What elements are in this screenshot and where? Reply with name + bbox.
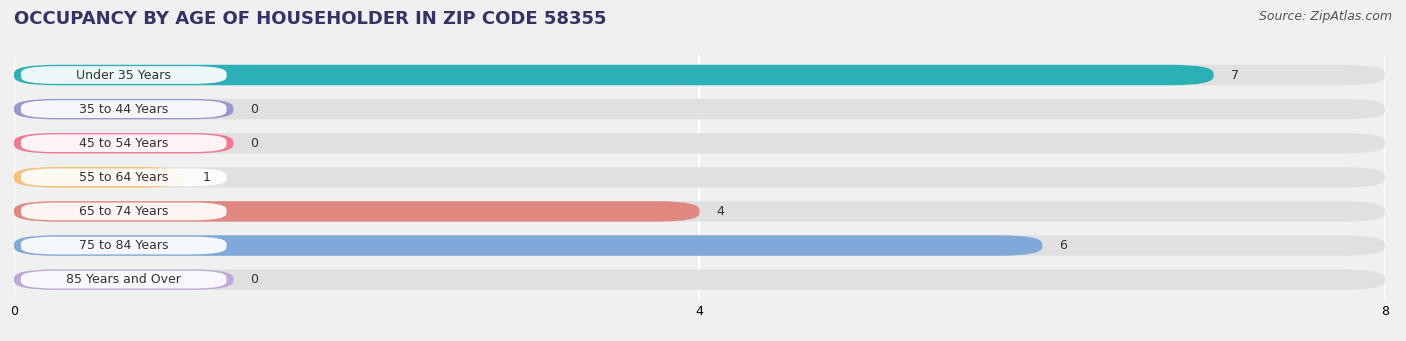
FancyBboxPatch shape (14, 65, 1385, 85)
Text: 45 to 54 Years: 45 to 54 Years (79, 137, 169, 150)
FancyBboxPatch shape (14, 269, 1385, 290)
Text: 6: 6 (1059, 239, 1067, 252)
FancyBboxPatch shape (21, 237, 226, 254)
FancyBboxPatch shape (21, 203, 226, 220)
FancyBboxPatch shape (14, 99, 1385, 119)
FancyBboxPatch shape (14, 167, 1385, 188)
Text: Source: ZipAtlas.com: Source: ZipAtlas.com (1258, 10, 1392, 23)
FancyBboxPatch shape (21, 100, 226, 118)
Text: 0: 0 (250, 273, 259, 286)
FancyBboxPatch shape (21, 134, 226, 152)
FancyBboxPatch shape (14, 201, 700, 222)
Text: 85 Years and Over: 85 Years and Over (66, 273, 181, 286)
FancyBboxPatch shape (14, 133, 1385, 153)
FancyBboxPatch shape (14, 201, 1385, 222)
FancyBboxPatch shape (21, 168, 226, 186)
FancyBboxPatch shape (14, 269, 233, 290)
Text: 65 to 74 Years: 65 to 74 Years (79, 205, 169, 218)
FancyBboxPatch shape (14, 99, 233, 119)
Text: 0: 0 (250, 103, 259, 116)
FancyBboxPatch shape (21, 66, 226, 84)
Text: OCCUPANCY BY AGE OF HOUSEHOLDER IN ZIP CODE 58355: OCCUPANCY BY AGE OF HOUSEHOLDER IN ZIP C… (14, 10, 606, 28)
FancyBboxPatch shape (14, 65, 1213, 85)
Text: 0: 0 (250, 137, 259, 150)
FancyBboxPatch shape (14, 235, 1385, 256)
FancyBboxPatch shape (21, 271, 226, 288)
Text: 35 to 44 Years: 35 to 44 Years (79, 103, 169, 116)
Text: 4: 4 (717, 205, 724, 218)
Text: 55 to 64 Years: 55 to 64 Years (79, 171, 169, 184)
Text: 1: 1 (202, 171, 211, 184)
Text: 75 to 84 Years: 75 to 84 Years (79, 239, 169, 252)
FancyBboxPatch shape (14, 167, 186, 188)
FancyBboxPatch shape (14, 235, 1042, 256)
FancyBboxPatch shape (14, 133, 233, 153)
Text: Under 35 Years: Under 35 Years (76, 69, 172, 81)
Text: 7: 7 (1230, 69, 1239, 81)
